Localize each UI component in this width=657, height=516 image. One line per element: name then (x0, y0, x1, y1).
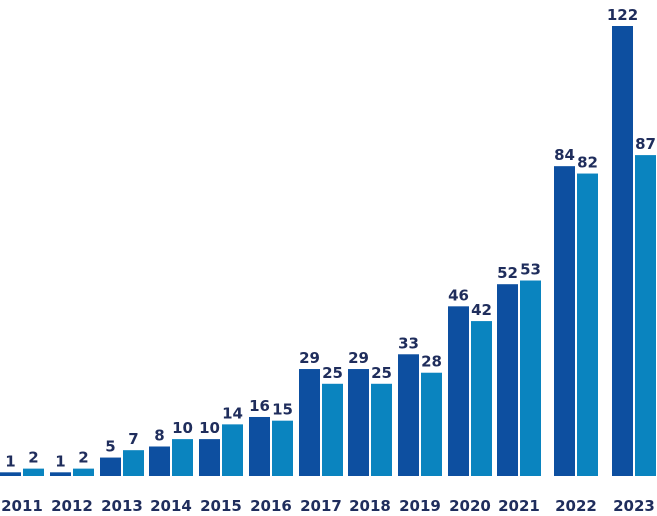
bar-2021-series-1 (497, 284, 518, 476)
data-label-2022-series-2: 82 (577, 154, 598, 172)
x-tick-2012: 2012 (51, 497, 93, 515)
data-label-2016-series-2: 15 (272, 401, 293, 419)
data-label-2014-series-1: 8 (154, 426, 164, 444)
bar-2018-series-1 (348, 369, 369, 476)
data-label-2020-series-2: 42 (471, 301, 492, 319)
bar-2012-series-1 (50, 472, 71, 476)
bar-2020-series-1 (448, 306, 469, 476)
data-label-2019-series-1: 33 (398, 334, 419, 352)
data-label-2022-series-1: 84 (554, 146, 575, 164)
data-label-2015-series-1: 10 (199, 419, 220, 437)
bar-2014-series-2 (172, 439, 193, 476)
data-label-2013-series-2: 7 (128, 430, 138, 448)
bar-2011-series-1 (0, 472, 21, 476)
data-label-2016-series-1: 16 (249, 397, 270, 415)
data-label-2018-series-1: 29 (348, 349, 369, 367)
bar-2023-series-2 (635, 155, 656, 476)
data-label-2023-series-1: 122 (607, 6, 638, 24)
x-tick-2017: 2017 (300, 497, 342, 515)
x-tick-2018: 2018 (349, 497, 391, 515)
data-label-2018-series-2: 25 (371, 364, 392, 382)
data-label-2013-series-1: 5 (105, 438, 115, 456)
data-label-2021-series-2: 53 (520, 261, 541, 279)
data-label-2012-series-2: 2 (78, 449, 88, 467)
data-label-2015-series-2: 14 (222, 404, 243, 422)
bar-2013-series-2 (123, 450, 144, 476)
bar-2019-series-1 (398, 354, 419, 476)
bar-2015-series-2 (222, 424, 243, 476)
bar-2018-series-2 (371, 383, 392, 476)
bar-2020-series-2 (471, 321, 492, 476)
x-tick-2015: 2015 (200, 497, 242, 515)
data-label-2021-series-1: 52 (497, 264, 518, 282)
bar-2016-series-1 (249, 416, 270, 476)
bar-2015-series-1 (199, 439, 220, 476)
data-label-2011-series-2: 2 (28, 449, 38, 467)
x-tick-2016: 2016 (250, 497, 292, 515)
bar-2022-series-2 (577, 173, 598, 476)
data-label-2014-series-2: 10 (172, 419, 193, 437)
x-tick-2021: 2021 (498, 497, 540, 515)
x-tick-2020: 2020 (449, 497, 491, 515)
bar-2013-series-1 (100, 457, 121, 476)
x-tick-2019: 2019 (399, 497, 441, 515)
x-tick-2023: 2023 (613, 497, 655, 515)
x-tick-2014: 2014 (150, 497, 192, 515)
bar-2016-series-2 (272, 420, 293, 476)
bar-2023-series-1 (612, 26, 633, 476)
data-label-2023-series-2: 87 (635, 135, 656, 153)
bar-2017-series-1 (299, 369, 320, 476)
x-tick-2022: 2022 (555, 497, 597, 515)
bar-2014-series-1 (149, 446, 170, 476)
data-label-2011-series-1: 1 (5, 452, 15, 470)
data-label-2017-series-1: 29 (299, 349, 320, 367)
data-label-2017-series-2: 25 (322, 364, 343, 382)
data-label-2019-series-2: 28 (421, 353, 442, 371)
bar-2019-series-2 (421, 372, 442, 476)
data-label-2012-series-1: 1 (55, 452, 65, 470)
bar-2011-series-2 (23, 468, 44, 476)
bar-2021-series-2 (520, 280, 541, 476)
data-label-2020-series-1: 46 (448, 286, 469, 304)
x-tick-2013: 2013 (101, 497, 143, 515)
bar-2022-series-1 (554, 166, 575, 476)
bar-2017-series-2 (322, 383, 343, 476)
x-tick-2011: 2011 (1, 497, 43, 515)
bar-2012-series-2 (73, 468, 94, 476)
